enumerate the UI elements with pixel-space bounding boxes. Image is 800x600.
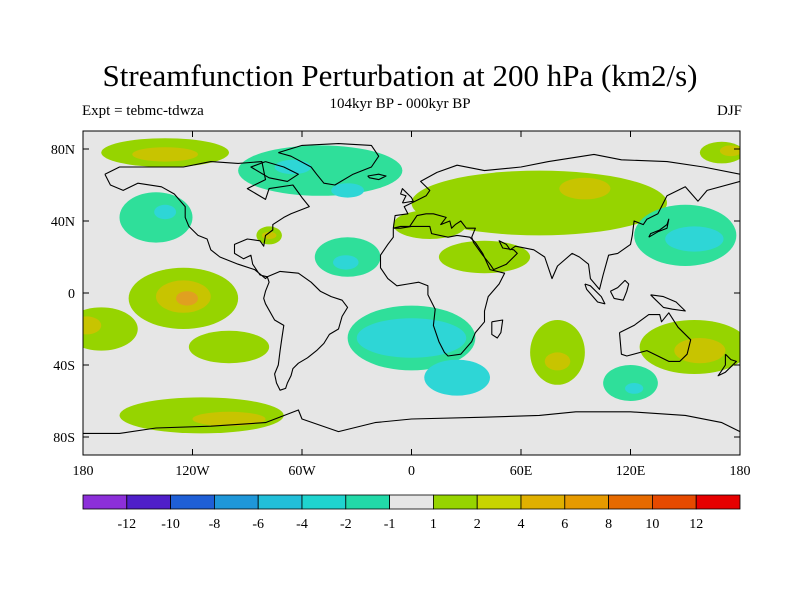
south-indian-negative: [603, 365, 658, 401]
coastline-greenland: [278, 143, 380, 186]
eurasia-positive-arm: [393, 210, 467, 240]
colorbar-label: 8: [605, 517, 612, 532]
coastline-north-america: [104, 161, 310, 280]
south-atlantic-negative-core: [356, 318, 467, 358]
x-tick-label: 180: [73, 464, 94, 479]
colorbar-swatch: [389, 494, 434, 510]
colorbar-label: -12: [117, 517, 136, 532]
coastline-uk: [400, 188, 414, 204]
colorbar-label: -6: [252, 517, 264, 532]
colorbar-swatch: [126, 494, 172, 510]
colorbar-swatch: [476, 494, 522, 510]
south-africa-negative: [424, 359, 490, 396]
y-tick-label: 40N: [51, 215, 75, 230]
coastline-borneo: [609, 279, 630, 301]
westpac-negative-core: [665, 226, 724, 252]
arctic-positive-east-core: [719, 145, 740, 157]
coastline-japan: [648, 218, 670, 238]
sw-pacific-positive-core: [83, 316, 102, 335]
sw-pacific-positive: [83, 307, 138, 351]
south-indian-negative-core: [625, 383, 644, 394]
coastline-madagascar: [491, 319, 504, 339]
pacific-negative: [119, 192, 193, 243]
page-title: Streamfunction Perturbation at 200 hPa (…: [102, 58, 698, 93]
south-pacific-positive-core: [192, 411, 266, 427]
y-tick-label: 80N: [51, 143, 75, 158]
indian-ocean-positive-core: [544, 352, 571, 371]
coastline-iceland: [367, 173, 387, 181]
coastline-sumatra: [584, 283, 606, 305]
colorbar-swatch: [301, 494, 347, 510]
axis-ticks: 80N 40N 0 40S 80S 180 120W 60W 0 60E 120E 180: [51, 131, 751, 479]
colorbar-swatch: [432, 494, 478, 510]
colorbar-swatch: [170, 494, 215, 510]
greenland-negative: [238, 145, 403, 196]
coastline-south-america: [263, 270, 349, 391]
x-tick-label: 60W: [288, 464, 316, 479]
x-tick-label: 120E: [616, 464, 646, 479]
colorbar-swatch: [652, 494, 697, 510]
east-pacific-positive: [188, 330, 270, 364]
x-tick-label: 120W: [175, 464, 210, 479]
y-tick-label: 40S: [53, 359, 75, 374]
greenland-negative-core2: [331, 183, 365, 198]
experiment-label: Expt = tebmc-tdwza: [82, 103, 204, 119]
colorbar-label: -1: [384, 517, 396, 532]
coastline-eurasia-africa: [379, 225, 506, 357]
australia-positive-core: [674, 338, 726, 364]
colorbar-label: 6: [561, 517, 568, 532]
atlantic-negative-core: [333, 255, 359, 270]
colorbar-swatch: [82, 494, 128, 510]
x-tick-label: 60E: [510, 464, 533, 479]
coastline-layer: [83, 143, 740, 434]
colorbar-swatch: [695, 494, 741, 510]
coastline-baffin: [250, 161, 299, 182]
colorbar-swatch: [213, 494, 259, 510]
colorbar: -12 -10 -8 -6 -4 -2 -1 1 2 4 6 8 10 12: [82, 494, 741, 532]
colorbar-swatch: [564, 494, 609, 510]
tropical-pacific-positive-core: [176, 291, 198, 306]
eurasia-positive-core: [559, 177, 611, 200]
colorbar-label: -4: [296, 517, 308, 532]
colorbar-swatch: [608, 494, 653, 510]
colorbar-label: 12: [689, 517, 703, 532]
contour-fill-layer: [83, 138, 740, 434]
arctic-positive-core: [132, 147, 198, 162]
colorbar-label: -2: [340, 517, 352, 532]
colorbar-label: 10: [645, 517, 659, 532]
coastline-antarctica: [83, 409, 740, 434]
y-tick-label: 80S: [53, 431, 75, 446]
x-tick-label: 180: [730, 464, 751, 479]
greenland-negative-core: [274, 159, 312, 175]
colorbar-swatch: [520, 494, 566, 510]
colorbar-label: -8: [209, 517, 221, 532]
coastline-eurasia: [392, 153, 740, 290]
colorbar-label: 1: [430, 517, 437, 532]
coastline-new-zealand: [717, 353, 737, 377]
coastline-new-guinea: [650, 294, 686, 312]
season-label: DJF: [716, 103, 742, 119]
coastline-australia: [618, 312, 692, 362]
pacific-negative-core: [154, 204, 177, 220]
subtitle: 104kyr BP - 000kyr BP: [329, 96, 471, 112]
colorbar-label: 4: [518, 517, 525, 532]
colorbar-swatch: [345, 494, 390, 510]
colorbar-swatch: [257, 494, 303, 510]
y-tick-label: 0: [68, 287, 75, 302]
colorbar-label: 2: [474, 517, 481, 532]
colorbar-label: -10: [161, 517, 180, 532]
x-tick-label: 0: [408, 464, 415, 479]
